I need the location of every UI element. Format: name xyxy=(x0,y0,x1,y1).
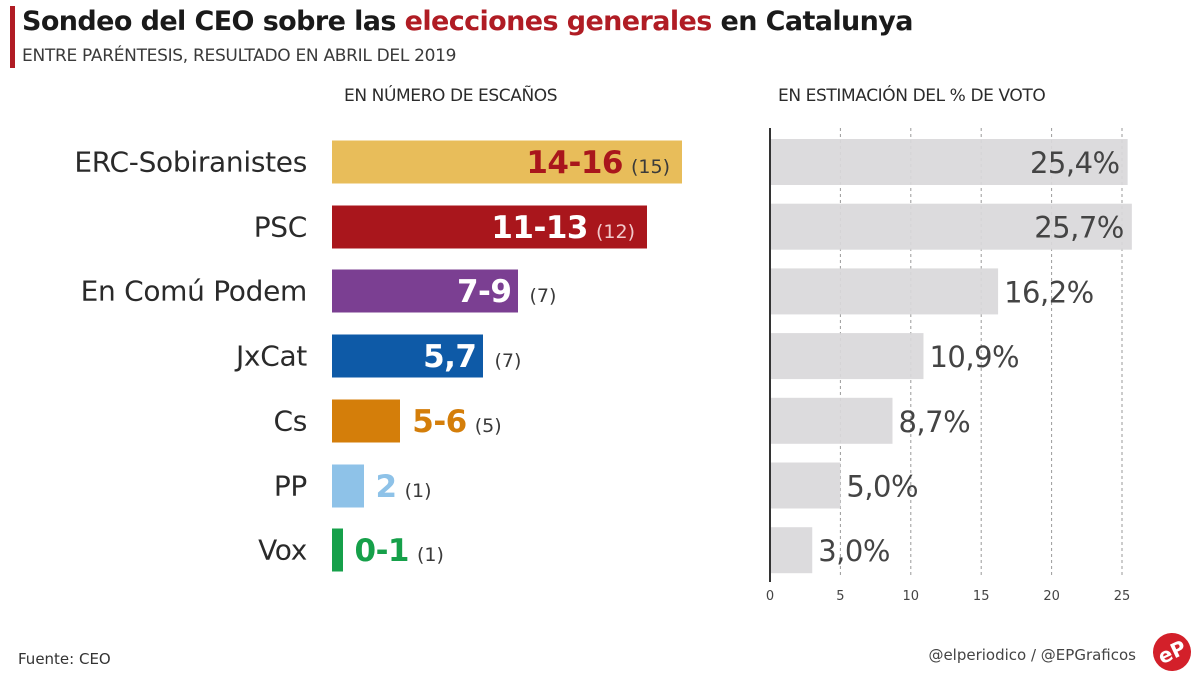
vote-bar xyxy=(770,268,999,315)
seat-label: 11-13 (12) xyxy=(491,210,635,246)
x-tick-label: 5 xyxy=(836,589,844,604)
vote-value-label: 5,0% xyxy=(846,470,918,504)
previous-seats-label: (5) xyxy=(474,414,502,437)
seat-label: 5-6 (5) xyxy=(412,404,501,440)
seat-bar xyxy=(332,464,364,507)
previous-seats-label: (1) xyxy=(404,479,432,502)
previous-seats-label: (7) xyxy=(529,285,557,308)
previous-seats-label: (7) xyxy=(494,350,522,373)
chart-subtitle: ENTRE PARÉNTESIS, RESULTADO EN ABRIL DEL… xyxy=(22,46,457,66)
previous-seats-label: (1) xyxy=(417,544,444,567)
seat-label: 7-9 (7) xyxy=(457,274,556,310)
vote-value-label: 25,4% xyxy=(1030,146,1120,180)
party-label: PSC xyxy=(253,210,308,244)
seat-bar xyxy=(332,334,483,378)
seat-label: 5,7 (7) xyxy=(423,339,521,375)
seat-bar xyxy=(332,399,401,443)
vote-value-label: 10,9% xyxy=(929,340,1019,374)
source-note: Fuente: CEO xyxy=(18,650,111,668)
seat-bar xyxy=(332,269,518,313)
seat-range-label: 2 xyxy=(375,468,398,505)
social-credits: @elperiodico / @EPGraficos xyxy=(928,646,1136,664)
party-label: En Comú Podem xyxy=(80,274,308,308)
party-label: ERC-Sobiranistes xyxy=(74,145,307,179)
seat-range-label: 0-1 xyxy=(354,533,410,570)
seat-range-label: 5-6 xyxy=(412,403,467,440)
vote-bar xyxy=(770,397,893,444)
seat-label: 2 (1) xyxy=(376,469,432,505)
vote-value-label: 25,7% xyxy=(1034,211,1124,245)
seat-range-label: 14-16 xyxy=(526,145,623,181)
x-tick-label: 0 xyxy=(766,589,774,604)
party-label: JxCat xyxy=(235,339,307,373)
seat-bar xyxy=(332,528,343,572)
title-part-1: Sondeo del CEO sobre las xyxy=(22,6,405,37)
seats-panel-title: EN NÚMERO DE ESCAÑOS xyxy=(344,86,558,106)
vote-bar xyxy=(770,333,924,380)
seat-bar xyxy=(332,205,647,249)
party-label: Cs xyxy=(273,404,307,438)
party-label: Vox xyxy=(258,533,307,567)
x-tick-label: 20 xyxy=(1043,589,1060,604)
vote-value-label: 16,2% xyxy=(1004,275,1094,309)
seat-range-label: 7-9 xyxy=(456,274,512,311)
seat-label: 14-16 (15) xyxy=(526,145,670,181)
vote-bar xyxy=(770,527,813,574)
vote-bar xyxy=(770,203,1132,250)
vote-value-label: 3,0% xyxy=(818,534,890,568)
x-tick-label: 25 xyxy=(1114,589,1131,604)
x-tick-label: 10 xyxy=(903,589,920,604)
vote-value-label: 8,7% xyxy=(898,405,970,439)
seat-range-label: 11-13 xyxy=(491,209,588,246)
previous-seats-label: (15) xyxy=(630,156,670,178)
vote-panel-title: EN ESTIMACIÓN DEL % DE VOTO xyxy=(778,86,1046,106)
party-label: PP xyxy=(273,469,307,502)
x-tick-label: 15 xyxy=(973,589,990,604)
seat-bar xyxy=(332,140,682,184)
title-accent-bar xyxy=(10,6,15,68)
previous-seats-label: (12) xyxy=(595,220,635,243)
seat-label: 0-1 (1) xyxy=(355,533,444,569)
vote-bar xyxy=(770,462,841,509)
chart-title: Sondeo del CEO sobre las elecciones gene… xyxy=(22,6,914,37)
seat-range-label: 5,7 xyxy=(423,339,477,376)
title-part-2: en Catalunya xyxy=(711,6,913,37)
vote-bar xyxy=(770,139,1128,185)
title-highlight: elecciones generales xyxy=(404,6,713,37)
